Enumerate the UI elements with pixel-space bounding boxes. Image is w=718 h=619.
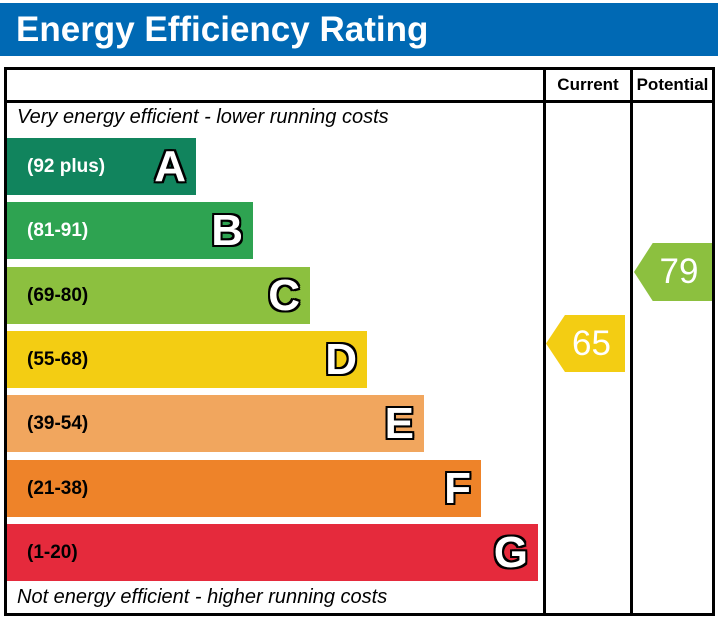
bottom-note: Not energy efficient - higher running co…: [17, 586, 388, 608]
band-g-range: (1-20): [27, 541, 78, 563]
table-header-row: [7, 70, 712, 103]
band-a-letter: A: [154, 141, 186, 191]
current-rating-arrow: 65: [546, 315, 625, 372]
band-b-letter: B: [211, 205, 243, 255]
band-e-letter: E: [384, 398, 414, 448]
potential-column-header: Potential: [636, 75, 709, 94]
band-g: (1-20) G: [7, 524, 538, 581]
current-rating-value: 65: [572, 323, 611, 363]
potential-rating-arrow: 79: [634, 243, 712, 301]
current-column-header: Current: [557, 75, 619, 94]
band-c-letter: C: [268, 270, 300, 320]
band-d-range: (55-68): [27, 348, 89, 370]
current-column: [543, 70, 630, 613]
band-f: (21-38) F: [7, 460, 481, 517]
band-e: (39-54) E: [7, 395, 424, 452]
band-b: (81-91) B: [7, 202, 253, 259]
title-bar: Energy Efficiency Rating: [0, 3, 718, 56]
band-f-range: (21-38): [27, 477, 89, 499]
band-f-letter: F: [444, 463, 471, 513]
band-a: (92 plus) A: [7, 138, 196, 195]
band-g-letter: G: [493, 527, 528, 577]
band-c-range: (69-80): [27, 284, 89, 306]
page-title: Energy Efficiency Rating: [16, 9, 429, 49]
band-e-range: (39-54): [27, 412, 89, 434]
band-d: (55-68) D: [7, 331, 367, 388]
band-b-range: (81-91): [27, 219, 89, 241]
potential-column: [630, 70, 712, 613]
band-a-range: (92 plus): [27, 155, 106, 177]
energy-rating-table: Current Potential Very energy efficient …: [4, 67, 715, 616]
potential-rating-value: 79: [659, 252, 699, 291]
band-c: (69-80) C: [7, 267, 310, 324]
top-note: Very energy efficient - lower running co…: [17, 106, 389, 128]
band-d-letter: D: [325, 334, 357, 384]
